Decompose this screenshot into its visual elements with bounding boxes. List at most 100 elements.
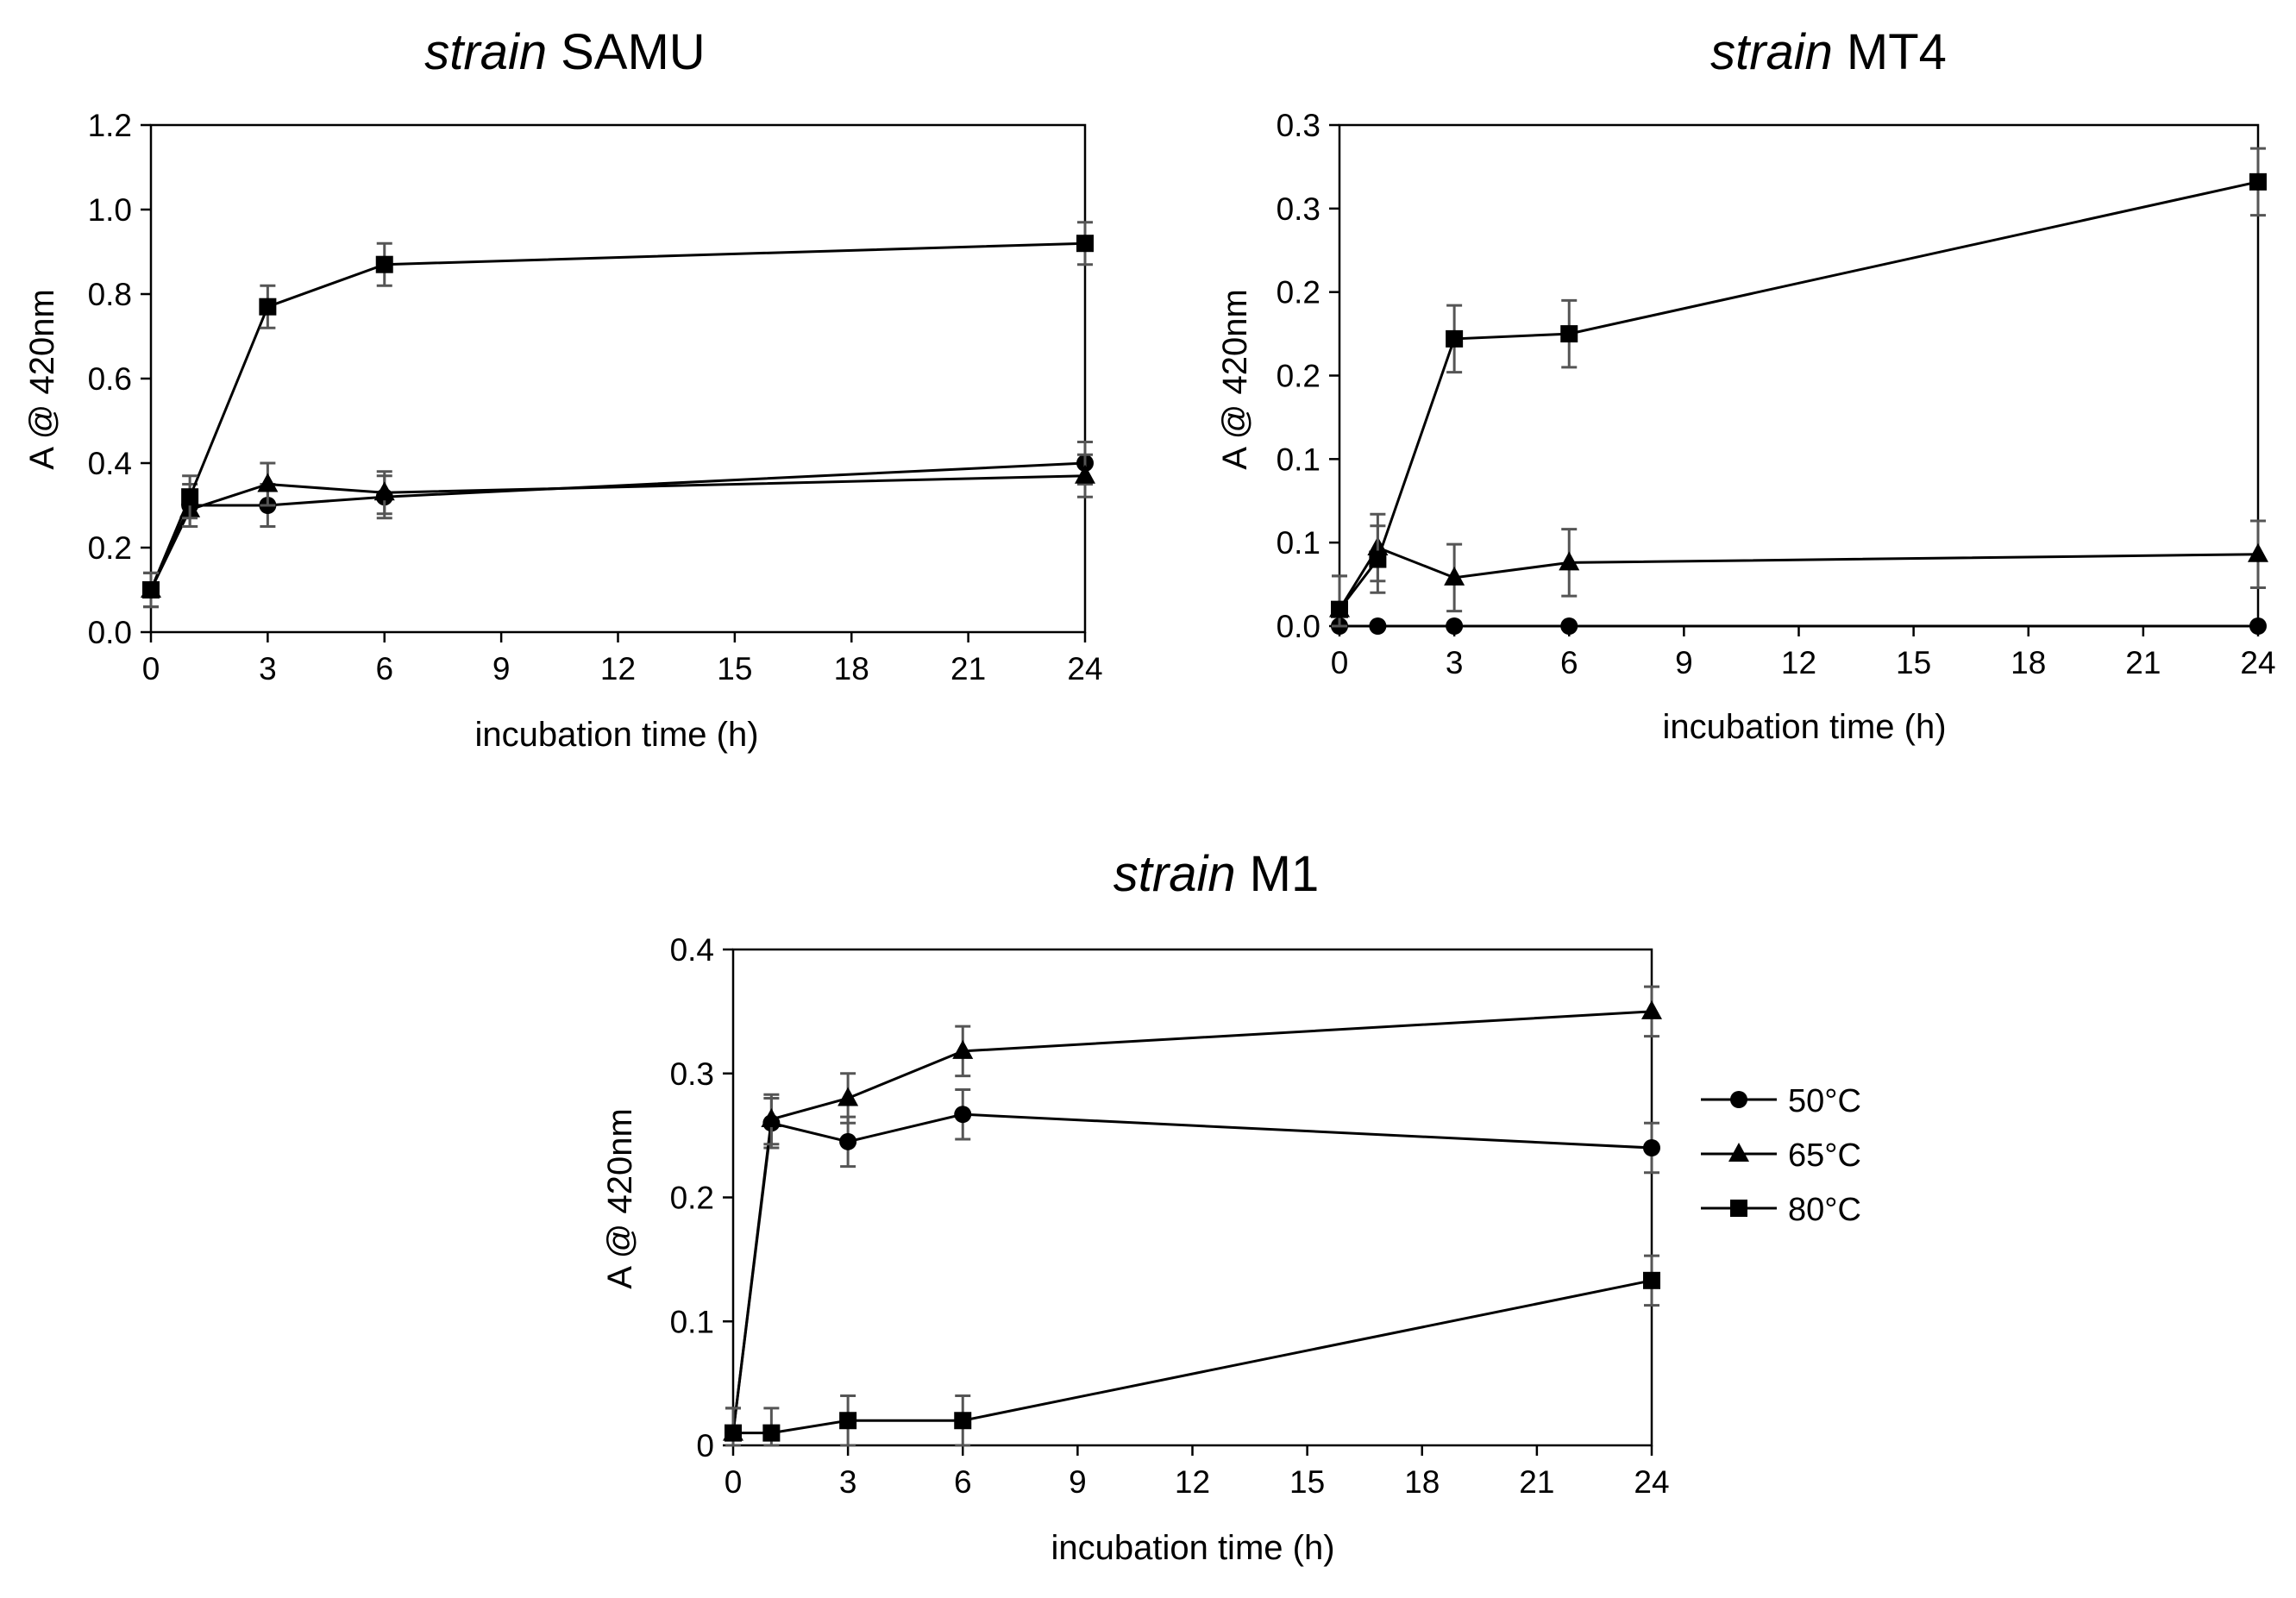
- x-tick-label: 21: [1519, 1464, 1554, 1500]
- y-tick-label: 0.2: [88, 530, 132, 566]
- series-line: [1338, 180, 2259, 611]
- chart-title-samu: strain SAMU: [424, 24, 705, 80]
- y-tick-label: 0.1: [1277, 525, 1321, 561]
- data-point-circle: [1446, 617, 1464, 635]
- legend-item: 65°C: [1701, 1137, 1861, 1174]
- x-tick-label: 0: [1331, 645, 1349, 680]
- x-axis-label-m1: incubation time (h): [1051, 1529, 1334, 1567]
- data-point-circle: [1643, 1139, 1660, 1156]
- y-tick-label: 0.3: [670, 1056, 714, 1092]
- x-tick-label: 24: [2240, 645, 2275, 680]
- y-tick-label: 0.4: [88, 446, 132, 481]
- x-tick-label: 0: [725, 1464, 743, 1500]
- data-point-triangle: [837, 1087, 859, 1106]
- data-point-triangle: [1075, 464, 1095, 484]
- y-tick-label: 1.0: [88, 192, 132, 228]
- x-tick-label: 3: [1446, 645, 1464, 680]
- data-point-circle: [1560, 617, 1578, 635]
- series-line: [733, 1279, 1653, 1435]
- y-axis-label-m1: A @ 420nm: [601, 1108, 639, 1289]
- data-point-circle: [954, 1106, 972, 1124]
- data-point-square: [1076, 235, 1094, 253]
- x-tick-label: 9: [1069, 1464, 1087, 1500]
- y-tick-label: 0.1: [1277, 442, 1321, 477]
- x-axis-label-mt4: incubation time (h): [1662, 708, 1946, 746]
- x-tick-label: 15: [1896, 645, 1931, 680]
- data-point-square: [181, 488, 199, 506]
- x-tick-label: 6: [375, 651, 393, 686]
- x-tick-label: 21: [2125, 645, 2161, 680]
- y-tick-label: 1.2: [88, 108, 132, 143]
- data-point-square: [839, 1412, 857, 1430]
- y-tick-label: 0: [696, 1428, 714, 1463]
- title-strain-name: M1: [1250, 846, 1320, 902]
- series-line: [731, 1010, 1653, 1433]
- x-tick-label: 24: [1634, 1464, 1669, 1500]
- series-line: [149, 474, 1086, 591]
- y-axis-label-samu: A @ 420nm: [23, 289, 61, 470]
- x-tick-label: 6: [954, 1464, 972, 1500]
- data-point-triangle: [257, 473, 279, 492]
- x-tick-label: 15: [717, 651, 752, 686]
- data-point-square: [259, 298, 277, 316]
- data-point-circle: [839, 1132, 857, 1150]
- x-tick-label: 18: [1404, 1464, 1440, 1500]
- data-point-square: [1446, 329, 1464, 348]
- legend-marker-square: [1730, 1200, 1747, 1217]
- plot-frame: [149, 123, 1087, 634]
- series-circle: [725, 1087, 1660, 1447]
- series-triangle: [723, 985, 1662, 1447]
- title-italic: strain: [1710, 24, 1833, 80]
- y-tick-label: 0.2: [670, 1181, 714, 1216]
- data-point-triangle: [1641, 1000, 1662, 1019]
- data-point-square: [1369, 550, 1387, 568]
- x-tick-label: 3: [839, 1464, 857, 1500]
- title-italic: strain: [424, 24, 547, 80]
- x-tick-label: 12: [1781, 645, 1816, 680]
- y-tick-label: 0.6: [88, 361, 132, 397]
- data-point-square: [142, 581, 160, 598]
- series-line: [149, 241, 1086, 591]
- y-tick-label: 0.0: [1277, 609, 1321, 644]
- series-triangle: [141, 453, 1095, 609]
- series-square: [142, 221, 1094, 609]
- data-point-triangle: [1444, 566, 1465, 586]
- y-tick-label: 0.2: [1277, 275, 1321, 310]
- series-line: [731, 1112, 1653, 1433]
- chart-panel-samu: strain SAMU 0.0 0.2 0.4 0.6 0.8 1.0 1.2 0 3 6 9 12 15…: [23, 24, 1103, 754]
- data-point-square: [1560, 325, 1578, 343]
- y-tick-label: 0.3: [1277, 108, 1321, 143]
- data-point-circle: [1369, 617, 1387, 635]
- data-point-square: [375, 255, 393, 273]
- chart-panel-mt4: strain MT4 0.0 0.1 0.1 0.2 0.2 0.3 0.3 0 3 6 9 12 15 1…: [1216, 24, 2276, 746]
- data-point-square: [725, 1424, 742, 1442]
- series-line: [149, 461, 1086, 591]
- y-tick-label: 0.0: [88, 615, 132, 650]
- plot-frame: [1338, 123, 2260, 628]
- x-tick-label: 9: [492, 651, 511, 686]
- data-point-square: [1331, 600, 1348, 618]
- x-tick-label: 3: [259, 651, 277, 686]
- y-tick-label: 0.3: [1277, 191, 1321, 227]
- x-tick-label: 0: [142, 651, 160, 686]
- x-tick-label: 18: [834, 651, 869, 686]
- x-tick-label: 12: [600, 651, 636, 686]
- x-tick-label: 9: [1675, 645, 1693, 680]
- legend-item: 50°C: [1701, 1083, 1861, 1119]
- data-point-triangle: [761, 1107, 782, 1127]
- title-strain-name: MT4: [1847, 24, 1947, 80]
- data-point-triangle: [373, 481, 395, 501]
- series-triangle: [1329, 512, 2268, 628]
- x-tick-label: 21: [950, 651, 986, 686]
- data-point-square: [2249, 172, 2267, 191]
- y-tick-label: 0.2: [1277, 359, 1321, 394]
- data-point-circle: [2249, 617, 2267, 635]
- legend-item: 80°C: [1701, 1192, 1861, 1228]
- x-tick-label: 24: [1067, 651, 1102, 686]
- legend-label: 80°C: [1788, 1192, 1861, 1228]
- data-point-square: [954, 1412, 972, 1430]
- y-axis-label-mt4: A @ 420nm: [1216, 289, 1254, 470]
- plot-frame: [731, 948, 1653, 1447]
- x-tick-label: 6: [1560, 645, 1578, 680]
